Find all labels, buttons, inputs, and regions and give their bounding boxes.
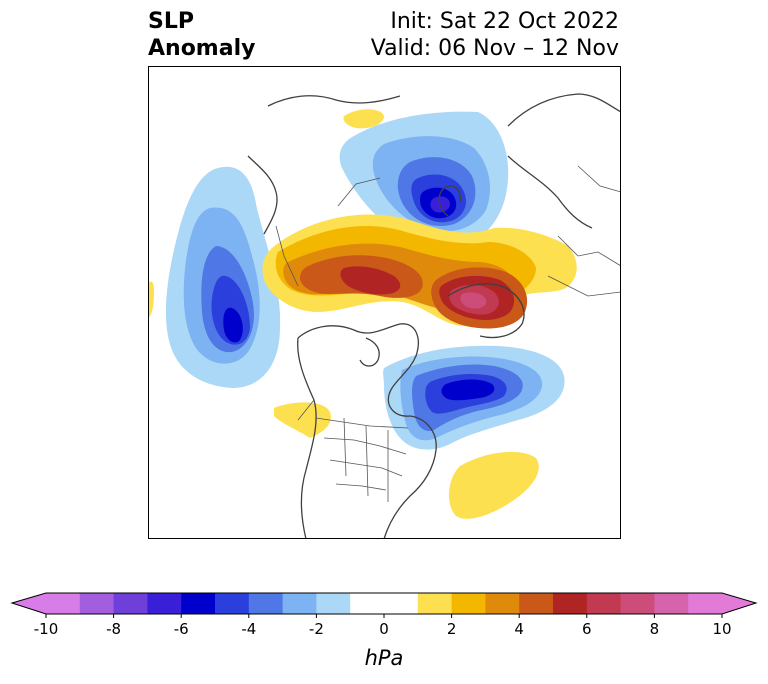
colorbar-tick-label: 10 bbox=[712, 620, 731, 638]
colorbar-cell bbox=[688, 593, 723, 614]
colorbar-cell bbox=[485, 593, 520, 614]
colorbar-cell bbox=[316, 593, 351, 614]
colorbar-cell bbox=[147, 593, 182, 614]
valid-range: Valid: 06 Nov – 12 Nov bbox=[370, 36, 619, 61]
colorbar-cell bbox=[181, 593, 216, 614]
colorbar-tick-label: 4 bbox=[514, 620, 524, 638]
north-pacific-low bbox=[165, 166, 281, 388]
colorbar-cell bbox=[586, 593, 622, 614]
colorbar-cell bbox=[417, 593, 453, 614]
subtropical-atlantic-high bbox=[448, 451, 539, 519]
title-line-2: Anomaly bbox=[148, 36, 256, 61]
colorbar-cell bbox=[553, 593, 588, 614]
colorbar-tick-label: -4 bbox=[241, 620, 256, 638]
colorbar-tick-label: -8 bbox=[106, 620, 121, 638]
colorbar-cell bbox=[620, 593, 655, 614]
map-title: SLP Anomaly bbox=[148, 8, 255, 62]
init-date: Init: Sat 22 Oct 2022 bbox=[390, 9, 619, 34]
colorbar-cell bbox=[384, 593, 419, 614]
pacific-edge-high bbox=[148, 281, 154, 318]
colorbar-cell bbox=[46, 593, 81, 614]
colorbar-cell bbox=[350, 593, 385, 614]
colorbar-tick-label: 8 bbox=[650, 620, 660, 638]
colorbar-unit: hPa bbox=[364, 646, 404, 670]
coastlines bbox=[247, 93, 621, 539]
colorbar-cell bbox=[451, 593, 486, 614]
date-info: Init: Sat 22 Oct 2022 Valid: 06 Nov – 12… bbox=[371, 8, 619, 62]
scandinavia-high bbox=[431, 267, 528, 329]
arctic-high bbox=[343, 109, 384, 129]
title-line-1: SLP bbox=[148, 9, 194, 34]
colorbar-tick-label: 2 bbox=[447, 620, 457, 638]
colorbar-cell bbox=[654, 593, 689, 614]
colorbar: -10 -8 -6 -4 -2 0 2 4 6 8 10 bbox=[10, 592, 758, 638]
colorbar-extend-max bbox=[722, 593, 756, 614]
colorbar-cell bbox=[113, 593, 148, 614]
colorbar-extend-min bbox=[12, 593, 46, 614]
colorbar-tick-label: -10 bbox=[34, 620, 59, 638]
colorbar-tick-label: 0 bbox=[379, 620, 389, 638]
north-atlantic-low bbox=[383, 345, 565, 450]
colorbar-tick-label: -2 bbox=[309, 620, 324, 638]
west-coast-high bbox=[274, 402, 331, 438]
colorbar-tick-label: 6 bbox=[582, 620, 592, 638]
colorbar-cell bbox=[79, 593, 115, 614]
colorbar-cell bbox=[282, 593, 317, 614]
colorbar-cell bbox=[215, 593, 250, 614]
colorbar-cell bbox=[519, 593, 554, 614]
colorbar-tick-label: -6 bbox=[174, 620, 189, 638]
siberian-arctic-low bbox=[339, 111, 509, 247]
slp-anomaly-map bbox=[148, 66, 621, 539]
colorbar-cell bbox=[248, 593, 284, 614]
political-borders bbox=[275, 165, 621, 502]
